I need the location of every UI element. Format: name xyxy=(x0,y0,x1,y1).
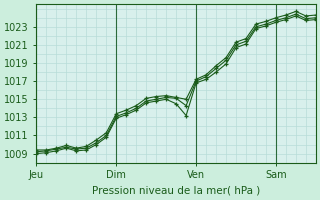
X-axis label: Pression niveau de la mer( hPa ): Pression niveau de la mer( hPa ) xyxy=(92,186,260,196)
